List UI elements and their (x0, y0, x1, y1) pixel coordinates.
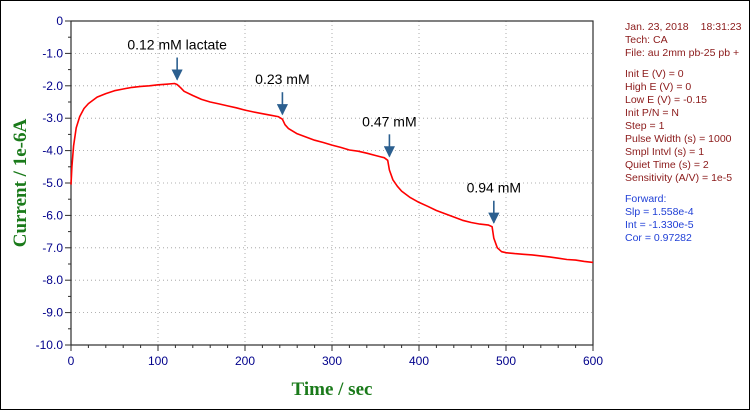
x-tick-label: 0 (68, 354, 75, 368)
annotation-label: 0.23 mM (255, 71, 309, 87)
y-tick-label: -4.0 (42, 144, 63, 158)
x-axis-title: Time / sec (292, 379, 373, 400)
y-tick-label: -9.0 (42, 306, 63, 320)
info-param: Step = 1 (625, 120, 665, 132)
info-param: Smpl Intvl (s) = 1 (625, 146, 705, 158)
x-tick-label: 500 (496, 354, 516, 368)
annotation-label: 0.94 mM (467, 180, 521, 196)
info-param: Quiet Time (s) = 2 (625, 159, 709, 171)
y-tick-label: -3.0 (42, 111, 63, 125)
annotation-label: 0.47 mM (362, 113, 416, 129)
info-param: Init P/N = N (625, 107, 679, 119)
x-tick-label: 100 (148, 354, 168, 368)
y-axis-title: Current / 1e-6A (10, 119, 31, 248)
series-line (70, 82, 594, 264)
x-tick-label: 600 (583, 354, 603, 368)
x-tick-label: 200 (235, 354, 255, 368)
y-tick-label: -8.0 (42, 273, 63, 287)
y-tick-label: -1.0 (42, 46, 63, 60)
info-param: High E (V) = 0 (625, 81, 692, 93)
info-panel: Jan. 23, 2018 18:31:23 Tech: CA File: au … (625, 21, 750, 245)
fit-slope: Slp = 1.558e-4 (625, 206, 694, 218)
info-param: Low E (V) = -0.15 (625, 94, 707, 106)
y-tick-label: -10.0 (36, 338, 64, 352)
y-tick-label: -5.0 (42, 176, 63, 190)
info-param: Sensitivity (A/V) = 1e-5 (625, 172, 733, 184)
x-tick-label: 300 (322, 354, 342, 368)
info-file: File: au 2mm pb-25 pb + (625, 47, 740, 59)
fit-heading: Forward: (625, 193, 667, 205)
fit-correlation: Cor = 0.97282 (625, 232, 692, 244)
fit-intercept: Int = -1.330e-5 (625, 219, 694, 231)
y-tick-label: -7.0 (42, 241, 63, 255)
y-tick-label: -2.0 (42, 79, 63, 93)
annotation-label: 0.12 mM lactate (127, 37, 227, 53)
info-header: Jan. 23, 2018 18:31:23 (625, 21, 750, 34)
x-tick-label: 400 (409, 354, 429, 368)
y-tick-label: 0 (56, 14, 63, 28)
info-time: 18:31:23 (700, 21, 742, 33)
info-param: Init E (V) = 0 (625, 68, 684, 80)
info-param: Pulse Width (s) = 1000 (625, 133, 732, 145)
y-tick-label: -6.0 (42, 208, 63, 222)
info-date: Jan. 23, 2018 (625, 21, 689, 33)
info-tech: Tech: CA (625, 34, 668, 46)
